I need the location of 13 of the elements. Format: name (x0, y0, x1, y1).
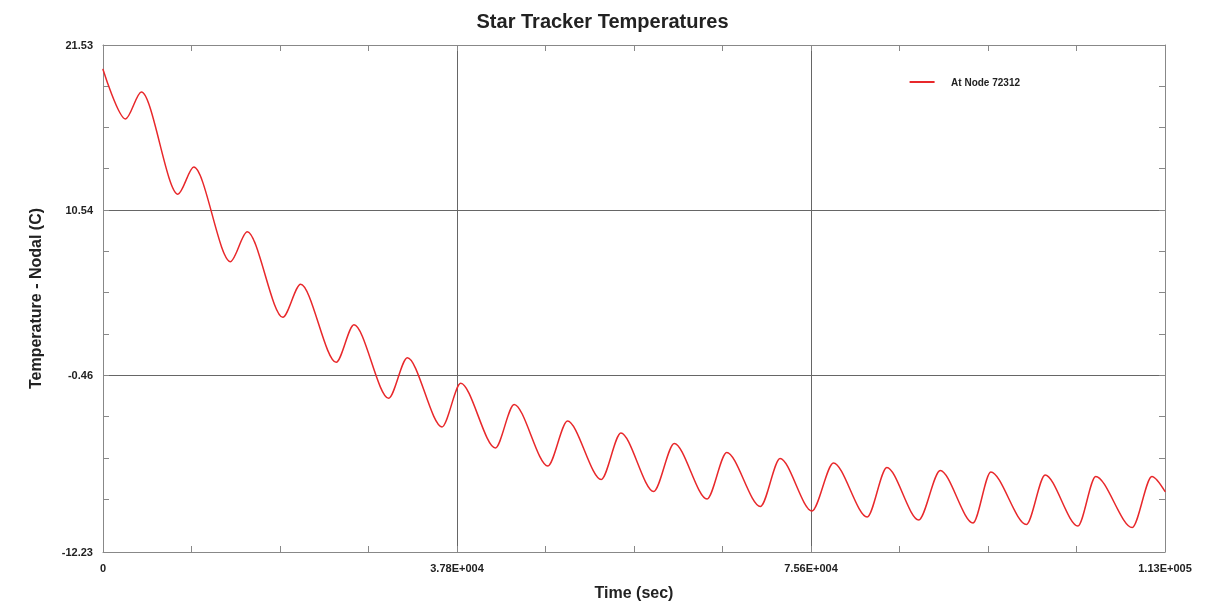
y-axis-title: Temperature - Nodal (C) (26, 207, 44, 390)
x-tick-label: 7.56E+004 (784, 561, 839, 574)
y-tick-label: 10.54 (65, 204, 94, 217)
x-tick-label: 3.78E+004 (430, 561, 485, 574)
x-tick-label: 1.13E+005 (1138, 561, 1192, 574)
y-tick-label: 21.53 (65, 39, 93, 51)
line-series (102, 68, 1166, 529)
chart-title: Star Tracker Temperatures (476, 10, 729, 32)
y-tick-label: -0.46 (67, 369, 93, 382)
x-axis-title: Time (sec) (594, 583, 674, 601)
legend-label: At Node 72312 (951, 76, 1021, 88)
y-tick-label: -12.23 (61, 546, 93, 558)
x-tick-label: 0 (99, 561, 107, 574)
